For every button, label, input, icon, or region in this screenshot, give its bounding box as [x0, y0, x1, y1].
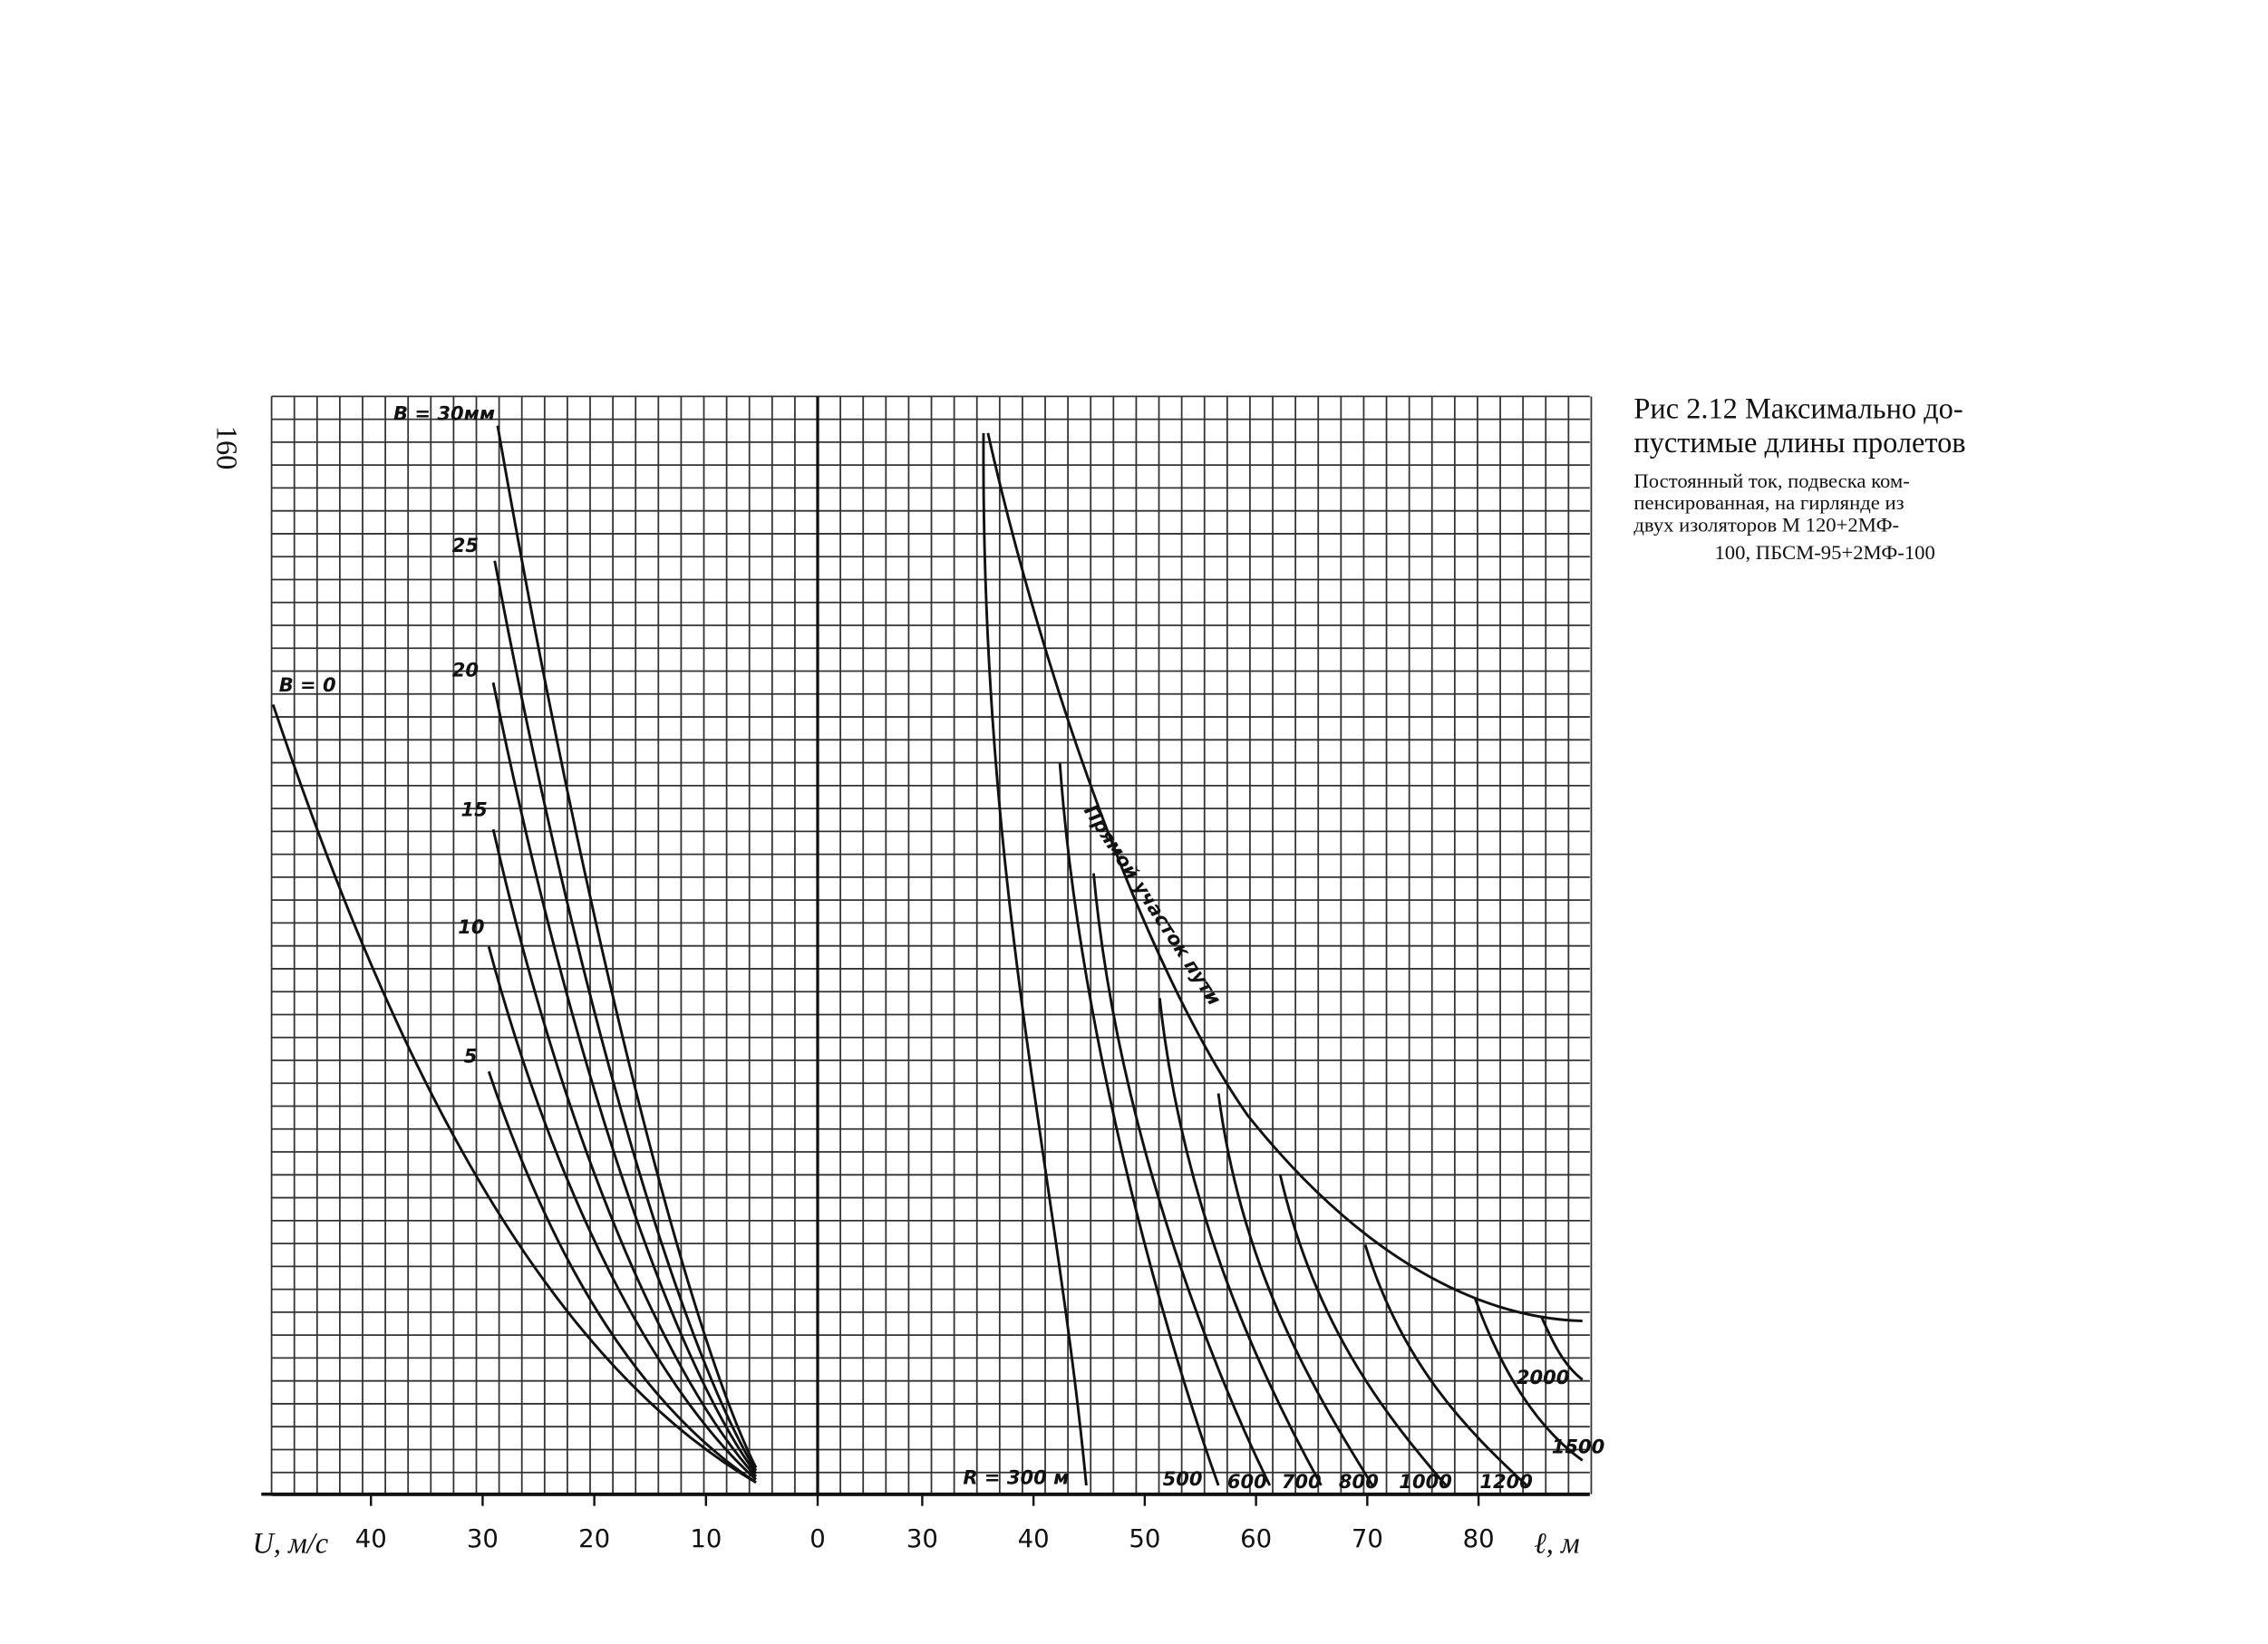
curve-label: 5	[464, 1045, 478, 1068]
curve-label: 25	[452, 534, 479, 556]
curve	[1540, 1316, 1584, 1381]
page-number: 160	[210, 426, 243, 470]
curve-label: 1500	[1552, 1435, 1605, 1457]
curve	[1092, 873, 1272, 1486]
x-tick-label: 30	[467, 1524, 499, 1553]
caption-line: двух изоляторов М 120+2МФ-	[1633, 513, 1899, 536]
curve-label: 800	[1339, 1470, 1379, 1493]
envelope	[986, 432, 1583, 1323]
x-axis-label: U, м/с	[253, 1527, 329, 1560]
curve	[271, 703, 757, 1484]
caption: Рис 2.12 Максимально до- пустимые длины …	[1633, 393, 1965, 459]
curve	[491, 828, 758, 1478]
curve-label: 1000	[1399, 1470, 1452, 1493]
labels: 40 30 20 10 0 U, м/с 30 40 50 60 70 80 ℓ, м B = 0 B = …	[253, 401, 1605, 1560]
grid	[270, 395, 1593, 1496]
curve-label: 15	[460, 798, 487, 821]
curve	[496, 425, 758, 1469]
x-tick-label: 10	[690, 1524, 722, 1553]
curve	[1158, 998, 1323, 1486]
curve-label: 500	[1163, 1467, 1203, 1490]
curve	[1058, 763, 1220, 1486]
curve	[1363, 1243, 1528, 1487]
curve-label: B = 0	[279, 673, 336, 696]
right-curves	[982, 432, 1584, 1487]
x-tick-label: 0	[809, 1524, 826, 1553]
x-tick-label: 20	[578, 1524, 610, 1553]
curve-label: 20	[452, 659, 479, 682]
caption-text: Постоянный ток, подвеска ком- пенсирован…	[1633, 469, 1934, 564]
caption-line: Постоянный ток, подвеска ком-	[1633, 469, 1909, 492]
curve	[982, 432, 1088, 1486]
x-tick-label: 30	[906, 1524, 938, 1553]
x-tick-label: 60	[1240, 1524, 1272, 1553]
curve	[1278, 1174, 1448, 1486]
caption-line: пенсированная, на гирлянде из	[1633, 491, 1904, 514]
x-axis-label: ℓ, м	[1534, 1527, 1579, 1560]
x-tick-label: 40	[1018, 1524, 1050, 1553]
x-tick-label: 50	[1129, 1524, 1160, 1553]
curve	[1216, 1093, 1374, 1486]
curve	[493, 560, 758, 1472]
x-tick-label: 40	[355, 1524, 387, 1553]
caption-line: 100, ПБСМ-95+2МФ-100	[1714, 541, 1934, 564]
x-tick-label: 80	[1463, 1524, 1495, 1553]
curve-label: 700	[1282, 1470, 1322, 1493]
curve-label: B = 30мм	[393, 401, 495, 424]
x-tick-label: 70	[1352, 1524, 1383, 1553]
curve	[491, 682, 758, 1475]
curve-label: 1200	[1479, 1470, 1533, 1493]
caption-title: Рис 2.12 Максимально до-	[1633, 393, 1963, 426]
curve	[487, 1070, 757, 1484]
curve	[1474, 1298, 1584, 1462]
curve-label: 2000	[1517, 1366, 1570, 1388]
curve-label: R = 300 м	[963, 1465, 1069, 1488]
curve-label: 10	[458, 915, 484, 938]
curve	[487, 946, 757, 1481]
left-curves	[271, 425, 758, 1484]
curve-label: 600	[1227, 1470, 1267, 1493]
caption-title: пустимые длины пролетов	[1633, 427, 1965, 459]
